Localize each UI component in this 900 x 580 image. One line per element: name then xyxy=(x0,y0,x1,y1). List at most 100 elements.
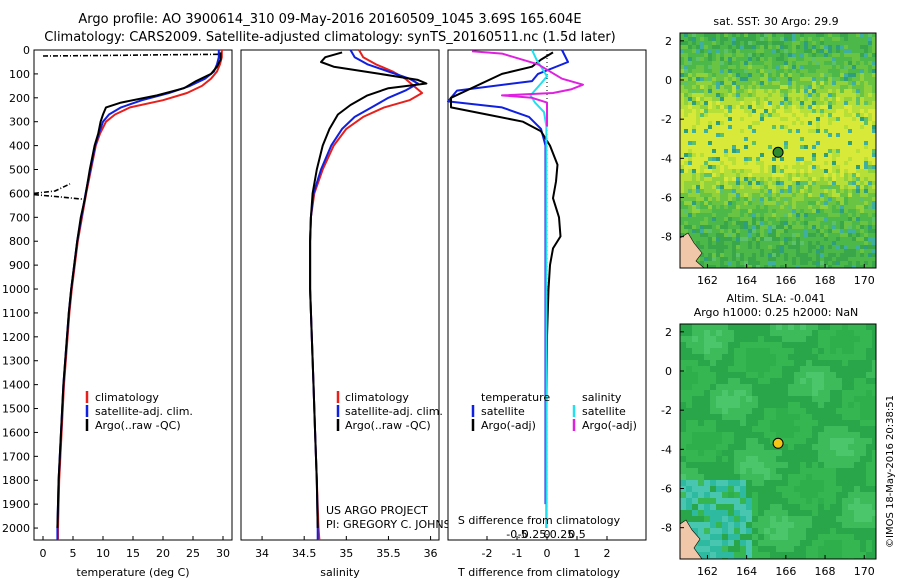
sst-cell xyxy=(852,93,856,97)
sla-cell xyxy=(764,450,770,456)
sst-cell xyxy=(764,121,768,125)
sla-cell xyxy=(860,552,866,558)
sst-cell xyxy=(744,249,748,253)
sla-cell xyxy=(758,324,764,330)
sst-cell xyxy=(836,217,840,221)
sst-cell xyxy=(796,89,800,93)
sst-cell xyxy=(792,189,796,193)
sst-cell xyxy=(684,53,688,57)
sla-cell xyxy=(746,402,752,408)
sst-cell xyxy=(740,197,744,201)
sst-cell xyxy=(804,181,808,185)
sst-cell xyxy=(752,165,756,169)
sla-cell xyxy=(788,468,794,474)
sst-cell xyxy=(752,109,756,113)
sst-cell xyxy=(720,197,724,201)
sst-cell xyxy=(864,81,868,85)
sla-cell xyxy=(782,510,788,516)
sst-cell xyxy=(768,97,772,101)
sst-cell xyxy=(768,41,772,45)
sst-cell xyxy=(724,237,728,241)
sla-cell xyxy=(830,486,836,492)
sst-cell xyxy=(764,265,768,268)
salinity-tick-label: 35 xyxy=(339,547,353,560)
sst-cell xyxy=(696,205,700,209)
sst-cell xyxy=(712,165,716,169)
latitude-tick-label: 0 xyxy=(665,365,672,378)
sla-cell xyxy=(740,510,746,516)
sst-cell xyxy=(824,49,828,53)
sst-cell xyxy=(684,89,688,93)
sst-cell xyxy=(764,205,768,209)
sst-cell xyxy=(692,169,696,173)
sst-cell xyxy=(780,65,784,69)
sla-cell xyxy=(782,528,788,534)
sst-cell xyxy=(776,89,780,93)
sst-cell xyxy=(720,57,724,61)
sst-cell xyxy=(864,45,868,49)
sst-cell xyxy=(812,89,816,93)
sst-cell xyxy=(716,61,720,65)
sst-cell xyxy=(808,217,812,221)
sst-cell xyxy=(784,93,788,97)
sst-cell xyxy=(844,125,848,129)
sst-cell xyxy=(780,173,784,177)
sst-cell xyxy=(724,253,728,257)
sst-cell xyxy=(728,61,732,65)
sla-cell xyxy=(752,324,758,330)
sst-cell xyxy=(828,229,832,233)
sst-cell xyxy=(848,265,852,268)
sla-cell xyxy=(794,504,800,510)
sst-cell xyxy=(696,157,700,161)
sst-cell xyxy=(864,153,868,157)
sla-cell xyxy=(686,414,692,420)
sla-cell xyxy=(680,456,686,462)
sst-cell xyxy=(788,245,792,249)
sla-cell xyxy=(788,486,794,492)
sst-cell xyxy=(732,109,736,113)
sla-cell xyxy=(692,462,698,468)
sla-cell xyxy=(812,450,818,456)
sst-cell xyxy=(708,93,712,97)
sla-cell xyxy=(698,486,704,492)
sst-cell xyxy=(852,45,856,49)
sst-cell xyxy=(844,197,848,201)
sla-title-line-1: Altim. SLA: -0.041 xyxy=(726,292,825,305)
sst-cell xyxy=(772,45,776,49)
sst-cell xyxy=(808,105,812,109)
sst-cell xyxy=(812,173,816,177)
sst-cell xyxy=(728,189,732,193)
sst-cell xyxy=(744,261,748,265)
sst-cell xyxy=(712,101,716,105)
sst-cell xyxy=(700,73,704,77)
sst-cell xyxy=(852,249,856,253)
sla-cell xyxy=(794,354,800,360)
sst-cell xyxy=(756,141,760,145)
sst-cell xyxy=(760,177,764,181)
sst-cell xyxy=(696,113,700,117)
sla-cell xyxy=(728,486,734,492)
sst-cell xyxy=(836,105,840,109)
sst-cell xyxy=(748,181,752,185)
sla-cell xyxy=(848,432,854,438)
sla-cell xyxy=(686,378,692,384)
sst-cell xyxy=(680,213,684,217)
sst-cell xyxy=(840,133,844,137)
sst-cell xyxy=(716,225,720,229)
sst-cell xyxy=(768,145,772,149)
sla-cell xyxy=(830,510,836,516)
sst-cell xyxy=(836,49,840,53)
sst-cell xyxy=(832,85,836,89)
sst-cell xyxy=(832,129,836,133)
sst-cell xyxy=(860,245,864,249)
sst-cell xyxy=(772,157,776,161)
sst-cell xyxy=(760,133,764,137)
sst-cell xyxy=(800,241,804,245)
sst-cell xyxy=(704,57,708,61)
sst-cell xyxy=(812,73,816,77)
sla-cell xyxy=(782,540,788,546)
sla-cell xyxy=(788,396,794,402)
sst-cell xyxy=(796,41,800,45)
sla-cell xyxy=(848,474,854,480)
sst-cell xyxy=(808,145,812,149)
